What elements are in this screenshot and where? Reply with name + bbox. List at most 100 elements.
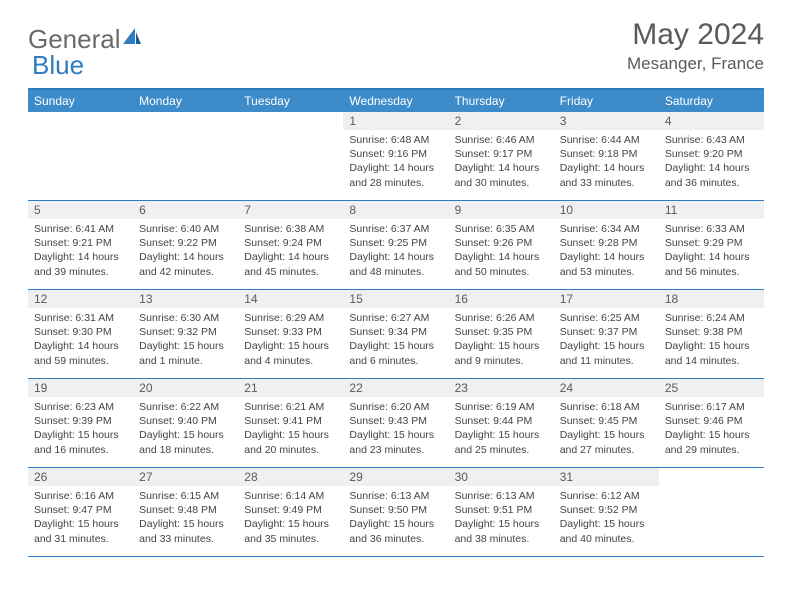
day-cell: 23Sunrise: 6:19 AMSunset: 9:44 PMDayligh…: [449, 379, 554, 467]
calendar: SundayMondayTuesdayWednesdayThursdayFrid…: [28, 88, 764, 557]
day-number: 12: [28, 290, 133, 308]
empty-day: [659, 468, 764, 488]
day-number: 28: [238, 468, 343, 486]
day-body: Sunrise: 6:48 AMSunset: 9:16 PMDaylight:…: [343, 130, 448, 194]
empty-day: [238, 112, 343, 132]
daylight-text: Daylight: 14 hours and 53 minutes.: [560, 250, 653, 278]
daylight-text: Daylight: 14 hours and 30 minutes.: [455, 161, 548, 189]
header: General May 2024 Mesanger, France: [0, 0, 792, 80]
sunrise-text: Sunrise: 6:35 AM: [455, 222, 548, 236]
day-cell: 9Sunrise: 6:35 AMSunset: 9:26 PMDaylight…: [449, 201, 554, 289]
sunrise-text: Sunrise: 6:21 AM: [244, 400, 337, 414]
sunrise-text: Sunrise: 6:13 AM: [455, 489, 548, 503]
sunset-text: Sunset: 9:46 PM: [665, 414, 758, 428]
day-body: Sunrise: 6:12 AMSunset: 9:52 PMDaylight:…: [554, 486, 659, 550]
day-cell: 17Sunrise: 6:25 AMSunset: 9:37 PMDayligh…: [554, 290, 659, 378]
day-body: Sunrise: 6:30 AMSunset: 9:32 PMDaylight:…: [133, 308, 238, 372]
sunrise-text: Sunrise: 6:22 AM: [139, 400, 232, 414]
daylight-text: Daylight: 15 hours and 6 minutes.: [349, 339, 442, 367]
day-body: Sunrise: 6:33 AMSunset: 9:29 PMDaylight:…: [659, 219, 764, 283]
day-number: 14: [238, 290, 343, 308]
day-cell: 18Sunrise: 6:24 AMSunset: 9:38 PMDayligh…: [659, 290, 764, 378]
logo-text-blue: Blue: [32, 50, 84, 81]
day-cell: 16Sunrise: 6:26 AMSunset: 9:35 PMDayligh…: [449, 290, 554, 378]
daylight-text: Daylight: 15 hours and 14 minutes.: [665, 339, 758, 367]
day-cell: 22Sunrise: 6:20 AMSunset: 9:43 PMDayligh…: [343, 379, 448, 467]
day-number: 13: [133, 290, 238, 308]
day-number: 19: [28, 379, 133, 397]
day-number: 11: [659, 201, 764, 219]
day-cell: [659, 468, 764, 556]
day-body: Sunrise: 6:35 AMSunset: 9:26 PMDaylight:…: [449, 219, 554, 283]
sunrise-text: Sunrise: 6:46 AM: [455, 133, 548, 147]
day-number: 18: [659, 290, 764, 308]
daylight-text: Daylight: 15 hours and 20 minutes.: [244, 428, 337, 456]
empty-day: [28, 112, 133, 132]
daylight-text: Daylight: 14 hours and 33 minutes.: [560, 161, 653, 189]
day-cell: 11Sunrise: 6:33 AMSunset: 9:29 PMDayligh…: [659, 201, 764, 289]
sunset-text: Sunset: 9:43 PM: [349, 414, 442, 428]
day-body: Sunrise: 6:14 AMSunset: 9:49 PMDaylight:…: [238, 486, 343, 550]
daylight-text: Daylight: 15 hours and 40 minutes.: [560, 517, 653, 545]
sunrise-text: Sunrise: 6:18 AM: [560, 400, 653, 414]
day-body: Sunrise: 6:34 AMSunset: 9:28 PMDaylight:…: [554, 219, 659, 283]
day-cell: 28Sunrise: 6:14 AMSunset: 9:49 PMDayligh…: [238, 468, 343, 556]
week-row: 26Sunrise: 6:16 AMSunset: 9:47 PMDayligh…: [28, 468, 764, 557]
day-cell: 12Sunrise: 6:31 AMSunset: 9:30 PMDayligh…: [28, 290, 133, 378]
day-cell: 27Sunrise: 6:15 AMSunset: 9:48 PMDayligh…: [133, 468, 238, 556]
day-cell: 21 Sunrise: 6:21 AMSunset: 9:41 PMDayligh…: [238, 379, 343, 467]
daylight-text: Daylight: 15 hours and 1 minute.: [139, 339, 232, 367]
sunrise-text: Sunrise: 6:37 AM: [349, 222, 442, 236]
day-body: Sunrise: 6:19 AMSunset: 9:44 PMDaylight:…: [449, 397, 554, 461]
weekday-tuesday: Tuesday: [238, 90, 343, 112]
day-number: 21: [238, 379, 343, 397]
week-row: 12Sunrise: 6:31 AMSunset: 9:30 PMDayligh…: [28, 290, 764, 379]
day-number: 1: [343, 112, 448, 130]
day-number: 2: [449, 112, 554, 130]
sunset-text: Sunset: 9:17 PM: [455, 147, 548, 161]
sunset-text: Sunset: 9:52 PM: [560, 503, 653, 517]
sunset-text: Sunset: 9:49 PM: [244, 503, 337, 517]
day-number: 6: [133, 201, 238, 219]
daylight-text: Daylight: 14 hours and 56 minutes.: [665, 250, 758, 278]
sunset-text: Sunset: 9:32 PM: [139, 325, 232, 339]
sunrise-text: Sunrise: 6:44 AM: [560, 133, 653, 147]
day-body: Sunrise: 6:37 AMSunset: 9:25 PMDaylight:…: [343, 219, 448, 283]
sunset-text: Sunset: 9:18 PM: [560, 147, 653, 161]
day-number: 20: [133, 379, 238, 397]
week-row: 19Sunrise: 6:23 AMSunset: 9:39 PMDayligh…: [28, 379, 764, 468]
day-number: 7: [238, 201, 343, 219]
sunset-text: Sunset: 9:41 PM: [244, 414, 337, 428]
day-body: Sunrise: 6:18 AMSunset: 9:45 PMDaylight:…: [554, 397, 659, 461]
weekday-wednesday: Wednesday: [343, 90, 448, 112]
daylight-text: Daylight: 15 hours and 18 minutes.: [139, 428, 232, 456]
day-cell: [28, 112, 133, 200]
weeks-container: 1Sunrise: 6:48 AMSunset: 9:16 PMDaylight…: [28, 112, 764, 557]
day-cell: 8Sunrise: 6:37 AMSunset: 9:25 PMDaylight…: [343, 201, 448, 289]
day-number: 23: [449, 379, 554, 397]
sunrise-text: Sunrise: 6:43 AM: [665, 133, 758, 147]
day-number: 5: [28, 201, 133, 219]
day-number: 17: [554, 290, 659, 308]
day-cell: 10Sunrise: 6:34 AMSunset: 9:28 PMDayligh…: [554, 201, 659, 289]
day-number: 24: [554, 379, 659, 397]
daylight-text: Daylight: 15 hours and 31 minutes.: [34, 517, 127, 545]
daylight-text: Daylight: 15 hours and 9 minutes.: [455, 339, 548, 367]
day-cell: 31Sunrise: 6:12 AMSunset: 9:52 PMDayligh…: [554, 468, 659, 556]
sunrise-text: Sunrise: 6:38 AM: [244, 222, 337, 236]
daylight-text: Daylight: 15 hours and 25 minutes.: [455, 428, 548, 456]
day-cell: 19Sunrise: 6:23 AMSunset: 9:39 PMDayligh…: [28, 379, 133, 467]
day-cell: 15Sunrise: 6:27 AMSunset: 9:34 PMDayligh…: [343, 290, 448, 378]
day-number: 9: [449, 201, 554, 219]
day-number: 30: [449, 468, 554, 486]
sunset-text: Sunset: 9:47 PM: [34, 503, 127, 517]
sunset-text: Sunset: 9:37 PM: [560, 325, 653, 339]
logo-sail-icon: [123, 24, 143, 55]
day-body: Sunrise: 6:43 AMSunset: 9:20 PMDaylight:…: [659, 130, 764, 194]
sunset-text: Sunset: 9:50 PM: [349, 503, 442, 517]
day-body: Sunrise: 6:40 AMSunset: 9:22 PMDaylight:…: [133, 219, 238, 283]
day-body: Sunrise: 6:44 AMSunset: 9:18 PMDaylight:…: [554, 130, 659, 194]
day-number: 29: [343, 468, 448, 486]
sunset-text: Sunset: 9:22 PM: [139, 236, 232, 250]
day-body: Sunrise: 6:25 AMSunset: 9:37 PMDaylight:…: [554, 308, 659, 372]
